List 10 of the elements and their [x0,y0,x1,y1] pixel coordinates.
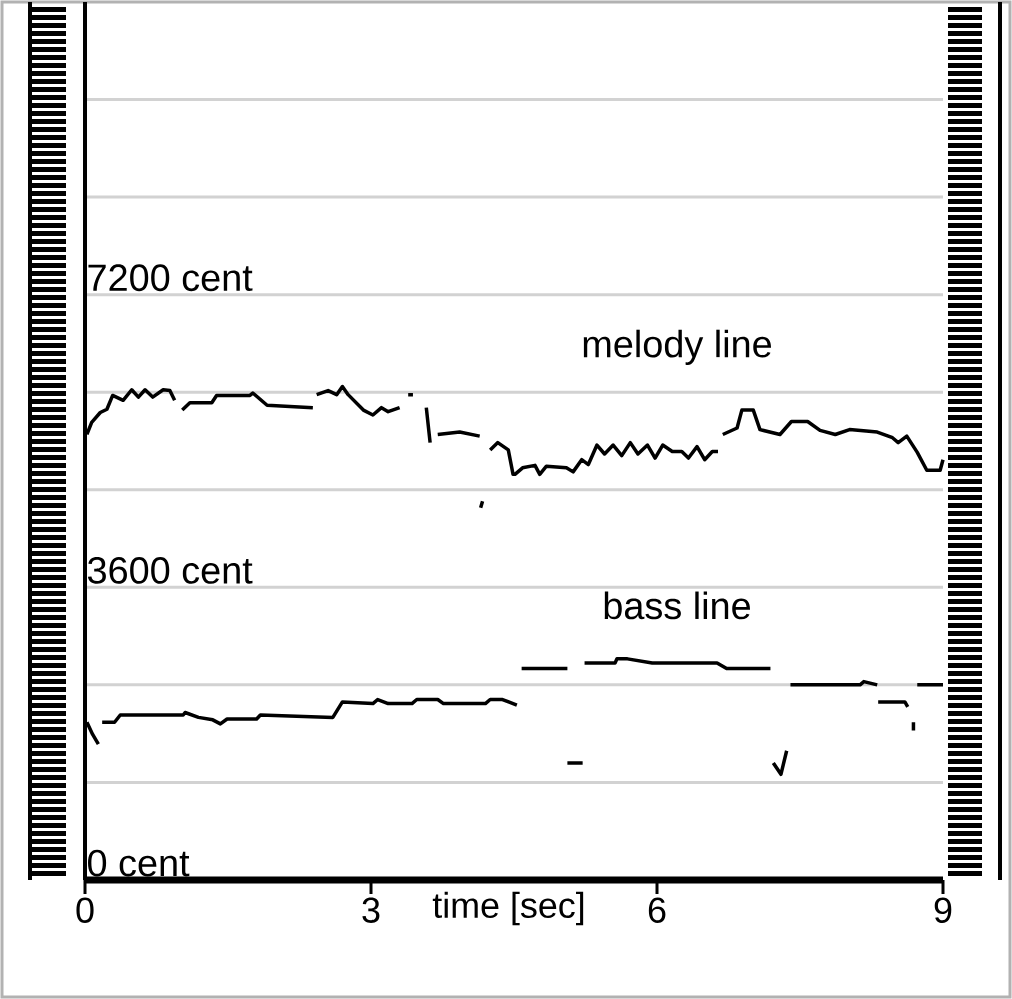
x-tick-label: 3 [362,897,380,923]
y-tick-label: 3600 cent [87,556,253,584]
x-axis-title: time [sec] [432,891,584,926]
x-tick-label: 9 [934,897,952,923]
x-tick-label: 0 [76,897,94,923]
y-tick-label: 7200 cent [88,264,253,292]
series-label: melody line [583,329,772,365]
series-label: bass line [604,591,750,620]
x-tick-label: 6 [648,897,666,923]
y-tick-label: 0 cent [88,849,190,877]
